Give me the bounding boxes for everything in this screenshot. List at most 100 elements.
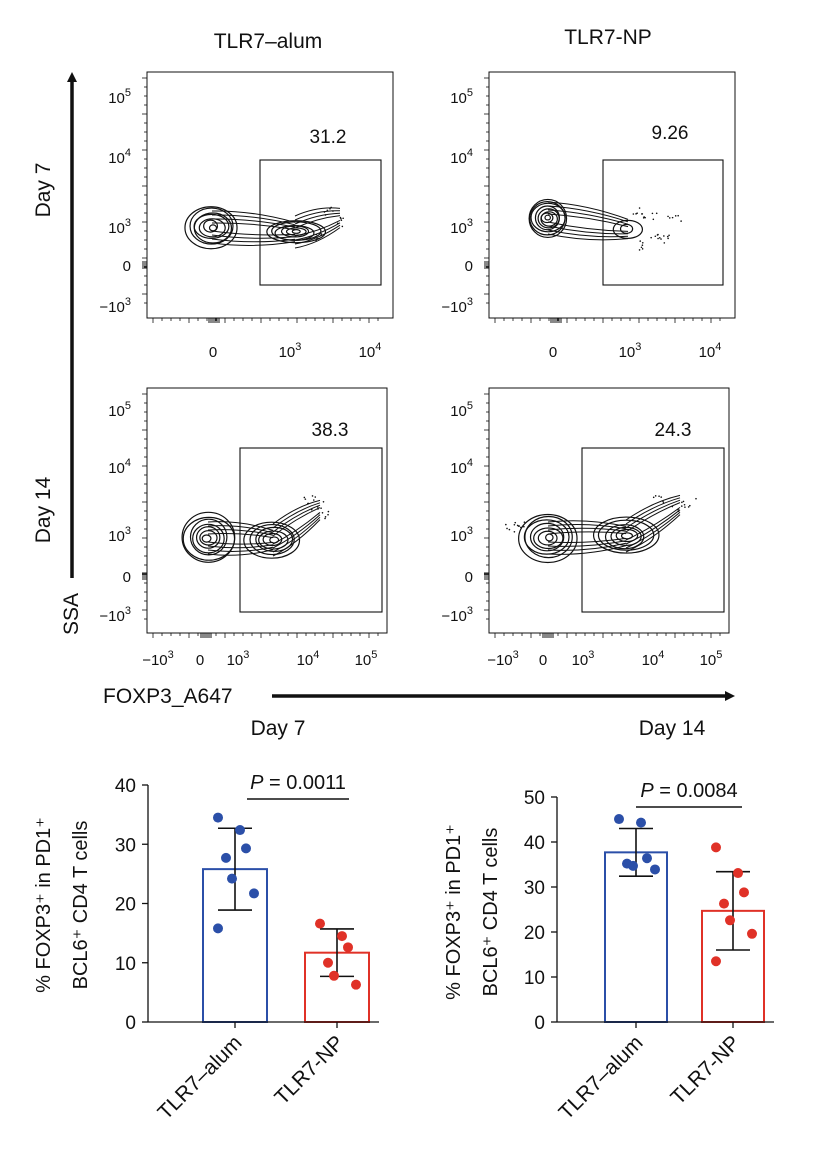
y-tick-label: 20: [524, 923, 545, 944]
y-tick-label: 105: [450, 87, 473, 107]
contour-plot: [181, 495, 330, 563]
data-point: [747, 928, 757, 939]
y-tick-label: 40: [524, 833, 545, 854]
x-tick-label: 103: [619, 341, 642, 361]
y-tick-label: 0: [465, 258, 473, 275]
gate-percent: 24.3: [655, 420, 692, 441]
y-tick-label: 104: [450, 147, 473, 167]
bar-chart-title: Day 7: [251, 717, 306, 740]
flow-panel-day7-np: 105 104 103 0 −103 0 103 104 9.26: [441, 71, 736, 361]
y-tick-label: 0: [123, 258, 131, 275]
data-point: [733, 868, 743, 879]
data-point: [711, 842, 721, 853]
y-tick-label: 105: [108, 87, 131, 107]
x-tick-label: 105: [700, 649, 723, 669]
y-tick-label: −103: [99, 296, 131, 316]
data-point: [343, 942, 353, 953]
y-tick-label: 0: [123, 569, 131, 586]
data-point: [725, 915, 735, 926]
flow-panel-day14-alum: 105 104 103 0 −103 −103 0 103 104 105 38.3: [99, 387, 388, 669]
plot-frame: [488, 387, 730, 634]
y-axis-label: SSA: [60, 593, 83, 635]
data-point: [241, 843, 251, 854]
x-tick-label: 0: [196, 652, 204, 669]
data-point: [628, 860, 638, 871]
gate-percent: 38.3: [312, 420, 349, 441]
data-point: [642, 853, 652, 864]
data-point: [650, 864, 660, 875]
x-tick-label: 105: [355, 649, 378, 669]
y-tick-label: −103: [441, 296, 473, 316]
y-tick-label: 103: [450, 525, 473, 545]
x-tick-label: −103: [142, 649, 174, 669]
y-tick-label: 104: [108, 147, 131, 167]
x-tick-label: 104: [297, 649, 320, 669]
p-value-label: P = 0.0084: [640, 780, 737, 802]
data-point: [636, 817, 646, 828]
data-point: [323, 957, 333, 968]
contour-plot: [528, 198, 682, 251]
y-axis-title-line: % FOXP3⁺ in PD1⁺: [33, 817, 55, 993]
flow-panel-day14-np: 105 104 103 0 −103 −103 0 103 104 105 24.3: [441, 387, 730, 669]
data-point: [249, 888, 259, 899]
plot-frame: [146, 71, 394, 319]
x-tick-label: 104: [359, 341, 382, 361]
plot-frame: [488, 71, 736, 319]
y-tick-label: 105: [450, 400, 473, 420]
category-label: TLR7-NP: [270, 1031, 348, 1109]
data-point: [213, 812, 223, 823]
gate-box: [602, 159, 724, 286]
y-tick-label: 104: [450, 457, 473, 477]
y-tick-label: 10: [524, 968, 545, 989]
y-tick-label: 103: [450, 217, 473, 237]
y-tick-label: 50: [524, 788, 545, 809]
column-title-np: TLR7-NP: [564, 26, 652, 49]
y-tick-label: 40: [115, 776, 136, 797]
category-label: TLR7-NP: [666, 1031, 744, 1109]
y-tick-label: 30: [524, 878, 545, 899]
category-label: TLR7–alum: [154, 1031, 247, 1124]
plot-frame: [146, 387, 388, 634]
x-tick-label: 103: [279, 341, 302, 361]
y-tick-label: 103: [108, 217, 131, 237]
x-tick-label: −103: [487, 649, 519, 669]
data-point: [614, 814, 624, 825]
data-point: [235, 825, 245, 836]
bar-chart-day7: Day 7 % FOXP3⁺ in PD1⁺ BCL6⁺ CD4 T cells 0 1…: [33, 717, 379, 1124]
x-tick-label: 104: [699, 341, 722, 361]
x-tick-label: 0: [209, 344, 217, 361]
y-tick-label: 0: [125, 1013, 136, 1034]
data-point: [711, 956, 721, 967]
y-axis-title-line: BCL6⁺ CD4 T cells: [70, 821, 92, 990]
x-tick-label: 103: [572, 649, 595, 669]
gate-percent: 9.26: [652, 123, 689, 144]
x-tick-label: 104: [642, 649, 665, 669]
y-tick-label: 20: [115, 895, 136, 916]
data-point: [739, 887, 749, 898]
row-label-day7: Day 7: [32, 163, 55, 218]
data-point: [329, 970, 339, 981]
bar: [604, 851, 668, 1023]
data-point: [351, 979, 361, 990]
y-tick-label: 30: [115, 835, 136, 856]
contour-plot: [184, 206, 344, 250]
y-axis-title-line: BCL6⁺ CD4 T cells: [480, 828, 502, 997]
data-point: [221, 852, 231, 863]
flow-panel-day7-alum: 105 104 103 0 −103 0 103 104 31.2: [99, 71, 394, 361]
data-point: [227, 873, 237, 884]
data-point: [337, 931, 347, 942]
y-tick-label: 0: [534, 1013, 545, 1034]
p-value-label: P = 0.0011: [250, 772, 346, 794]
gate-percent: 31.2: [310, 127, 347, 148]
gate-box: [581, 447, 725, 613]
x-tick-label: 0: [549, 344, 557, 361]
gate-box: [259, 159, 382, 286]
x-axis-label: FOXP3_A647: [103, 685, 233, 708]
y-tick-label: −103: [441, 605, 473, 625]
y-tick-label: −103: [99, 605, 131, 625]
y-tick-label: 105: [108, 400, 131, 420]
y-tick-label: 0: [465, 569, 473, 586]
row-label-day14: Day 14: [32, 476, 55, 543]
y-axis-title-line: % FOXP3⁺ in PD1⁺: [443, 824, 465, 1000]
